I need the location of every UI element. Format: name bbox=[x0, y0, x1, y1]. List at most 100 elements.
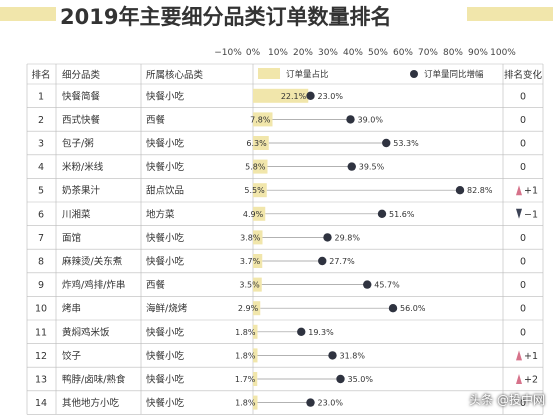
rank-cell: 7 bbox=[38, 233, 44, 244]
rank-change-cell: −1 bbox=[524, 209, 538, 220]
growth-dot-label: 56.0% bbox=[400, 304, 426, 313]
title-accent-bar-right bbox=[467, 7, 553, 21]
core-category-cell: 快餐小吃 bbox=[146, 138, 185, 150]
title-accent-bar-left bbox=[0, 7, 56, 21]
x-tick-label: 10% bbox=[268, 48, 288, 58]
rank-cell: 3 bbox=[38, 139, 44, 150]
rank-change-cell: 0 bbox=[520, 139, 526, 150]
rank-up-arrow-icon bbox=[516, 350, 522, 361]
growth-dot-label: 31.8% bbox=[340, 351, 366, 360]
share-bar-label: 5.8% bbox=[245, 163, 266, 172]
rank-cell: 9 bbox=[38, 280, 44, 291]
core-category-cell: 快餐小吃 bbox=[146, 90, 185, 102]
header-rank: 排名 bbox=[31, 69, 50, 81]
growth-dot-label: 23.0% bbox=[318, 399, 344, 408]
category-cell: 川湘菜 bbox=[62, 208, 91, 220]
category-cell: 鸭脖/卤味/熟食 bbox=[62, 374, 126, 386]
rank-cell: 14 bbox=[35, 398, 47, 409]
share-bar-label: 3.8% bbox=[240, 233, 261, 242]
share-bar bbox=[253, 277, 262, 292]
growth-dot-label: 39.5% bbox=[359, 163, 385, 172]
legend-bar-swatch bbox=[258, 68, 280, 79]
growth-dot-label: 53.3% bbox=[393, 139, 419, 148]
growth-dot bbox=[455, 186, 465, 195]
core-category-cell: 快餐小吃 bbox=[146, 161, 185, 173]
x-tick-label: 60% bbox=[393, 48, 413, 58]
share-bar-label: 1.7% bbox=[235, 375, 256, 384]
category-cell: 炸鸡/鸡排/炸串 bbox=[62, 279, 125, 291]
share-bar bbox=[253, 136, 269, 150]
growth-dot-label: 23.0% bbox=[318, 92, 344, 101]
growth-dot bbox=[347, 162, 356, 171]
share-bar-label: 3.7% bbox=[240, 257, 261, 266]
rank-change-cell: 0 bbox=[520, 162, 526, 173]
growth-dot bbox=[306, 91, 315, 101]
category-cell: 奶茶果汁 bbox=[62, 185, 101, 197]
category-cell: 面馆 bbox=[62, 232, 81, 244]
x-tick-label: −10% bbox=[214, 48, 242, 58]
rank-cell: 2 bbox=[38, 115, 44, 126]
share-bar bbox=[253, 88, 309, 103]
rank-change-cell: +2 bbox=[524, 375, 538, 386]
legend-dot-label: 订单量同比增幅 bbox=[424, 69, 484, 80]
core-category-cell: 快餐小吃 bbox=[146, 374, 185, 386]
x-tick-label: 90% bbox=[468, 48, 488, 58]
category-cell: 饺子 bbox=[62, 350, 82, 362]
growth-dot bbox=[328, 351, 337, 360]
watermark: 头条 @投中网 bbox=[469, 393, 545, 407]
rank-up-arrow-icon bbox=[516, 374, 522, 384]
rank-change-cell: 0 bbox=[520, 233, 526, 244]
rank-change-cell: 0 bbox=[520, 304, 526, 315]
core-category-cell: 快餐小吃 bbox=[146, 326, 185, 338]
growth-dot-label: 19.3% bbox=[308, 328, 334, 337]
share-bar bbox=[253, 230, 263, 245]
growth-dot-label: 45.7% bbox=[374, 281, 400, 290]
share-bar-label: 1.8% bbox=[235, 351, 256, 360]
rank-cell: 13 bbox=[35, 375, 47, 386]
growth-dot-label: 29.8% bbox=[335, 233, 361, 242]
header-category: 细分品类 bbox=[62, 69, 101, 81]
rank-change-cell: +1 bbox=[524, 351, 538, 362]
rank-cell: 10 bbox=[35, 304, 47, 315]
share-bar bbox=[253, 159, 268, 174]
growth-dot-label: 39.0% bbox=[358, 115, 384, 124]
share-bar-label: 5.5% bbox=[244, 186, 265, 195]
share-bar bbox=[253, 183, 267, 198]
category-cell: 快餐简餐 bbox=[62, 90, 101, 102]
rank-change-cell: 0 bbox=[520, 398, 526, 409]
rank-change-cell: 0 bbox=[520, 327, 526, 338]
share-bar-label: 1.8% bbox=[235, 399, 256, 408]
category-cell: 麻辣烫/关东煮 bbox=[62, 256, 123, 268]
growth-dot bbox=[377, 209, 387, 218]
growth-dot bbox=[323, 233, 332, 242]
growth-dot bbox=[318, 256, 327, 266]
category-cell: 其他地方小吃 bbox=[62, 397, 120, 409]
chart-title: 2019年主要细分品类订单数量排名 bbox=[60, 5, 392, 29]
x-tick-label: 30% bbox=[318, 48, 338, 58]
core-category-cell: 甜点饮品 bbox=[146, 185, 184, 197]
share-bar bbox=[253, 395, 258, 410]
growth-dot bbox=[382, 138, 391, 148]
growth-dot-label: 51.6% bbox=[389, 210, 415, 219]
category-cell: 包子/粥 bbox=[62, 138, 94, 150]
share-bar bbox=[253, 112, 273, 127]
share-bar-label: 22.1% bbox=[281, 92, 307, 101]
growth-dot bbox=[336, 374, 345, 384]
growth-dot-label: 82.8% bbox=[467, 186, 493, 195]
x-tick-label: 40% bbox=[343, 48, 363, 58]
header-core-category: 所属核心品类 bbox=[146, 69, 204, 81]
x-tick-label: 20% bbox=[293, 48, 313, 58]
growth-dot-label: 35.0% bbox=[348, 375, 374, 384]
x-tick-label: 80% bbox=[443, 48, 463, 58]
core-category-cell: 西餐 bbox=[146, 279, 166, 291]
rank-cell: 6 bbox=[38, 209, 44, 220]
category-cell: 米粉/米线 bbox=[62, 161, 104, 173]
share-bar bbox=[253, 372, 258, 386]
rank-cell: 4 bbox=[38, 162, 44, 173]
rank-change-cell: 0 bbox=[520, 115, 526, 126]
share-bar bbox=[253, 206, 266, 221]
core-category-cell: 快餐小吃 bbox=[146, 350, 185, 362]
rank-up-arrow-icon bbox=[516, 185, 522, 196]
share-bar bbox=[253, 301, 261, 316]
rank-cell: 5 bbox=[38, 186, 44, 197]
